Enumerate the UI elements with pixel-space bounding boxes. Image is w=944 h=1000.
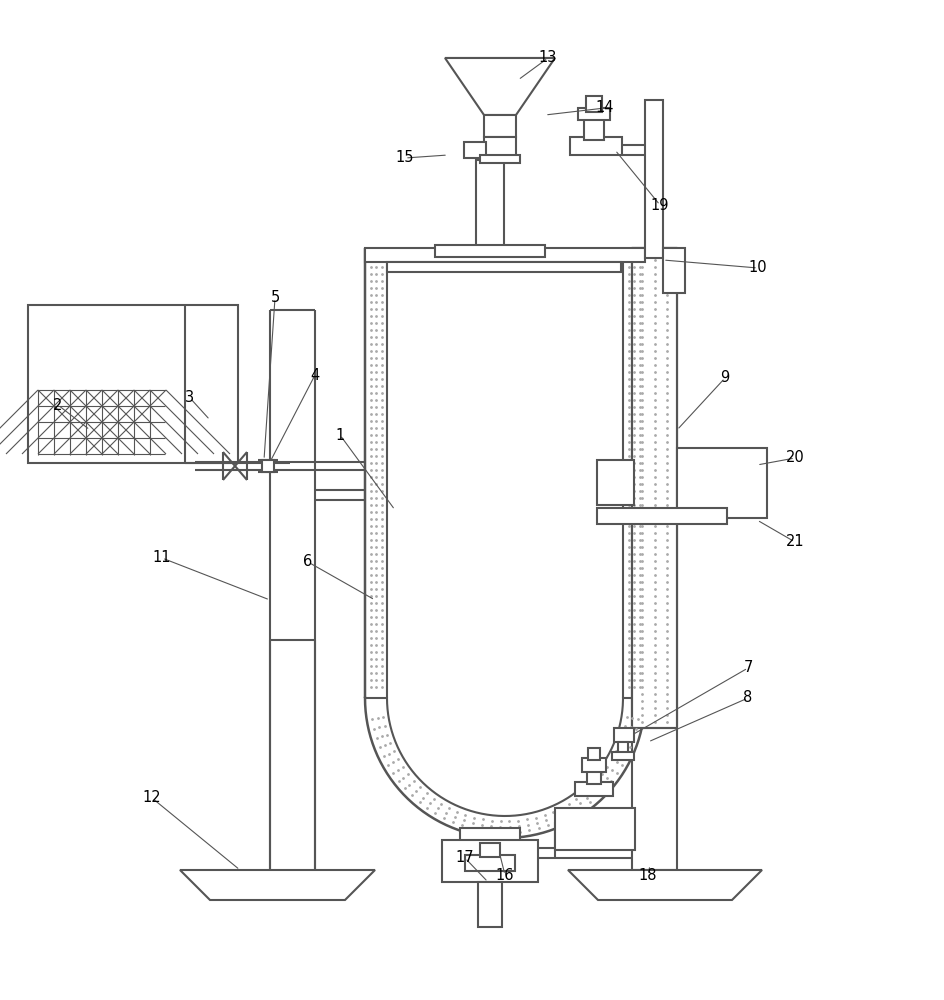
Bar <box>663 248 685 293</box>
Text: 10: 10 <box>749 260 767 275</box>
Text: 14: 14 <box>596 101 615 115</box>
Text: 6: 6 <box>303 554 312 570</box>
Polygon shape <box>445 58 555 115</box>
Text: 7: 7 <box>743 660 752 676</box>
Bar <box>465 855 515 871</box>
Bar <box>570 137 622 155</box>
Bar <box>587 770 601 784</box>
Bar <box>435 245 545 257</box>
Text: 18: 18 <box>639 867 657 882</box>
Bar <box>478 882 502 927</box>
Polygon shape <box>568 870 762 900</box>
Text: 13: 13 <box>539 50 557 66</box>
Bar <box>28 305 238 463</box>
Text: 20: 20 <box>785 450 804 466</box>
Text: 8: 8 <box>743 690 752 706</box>
Text: 4: 4 <box>311 367 320 382</box>
Bar <box>442 840 538 882</box>
Bar <box>262 460 274 472</box>
Bar <box>575 782 613 796</box>
Bar <box>586 96 602 112</box>
Bar <box>632 248 677 728</box>
Bar <box>484 137 516 159</box>
Text: 5: 5 <box>270 290 279 306</box>
Bar <box>387 262 621 272</box>
Text: 19: 19 <box>650 198 669 213</box>
Bar <box>578 108 610 120</box>
Bar <box>588 748 600 760</box>
Bar <box>464 142 486 158</box>
Text: 17: 17 <box>456 850 474 865</box>
Text: 21: 21 <box>785 534 804 550</box>
Bar <box>677 448 767 518</box>
Bar <box>614 728 634 742</box>
Bar <box>645 100 663 258</box>
Bar <box>584 118 604 140</box>
Text: 11: 11 <box>153 550 171 566</box>
Bar <box>480 155 520 163</box>
Bar <box>476 160 504 248</box>
Bar <box>365 248 645 262</box>
Text: 15: 15 <box>396 150 414 165</box>
Bar <box>555 808 635 850</box>
Text: 2: 2 <box>53 397 62 412</box>
Text: 1: 1 <box>335 428 345 442</box>
Text: 3: 3 <box>185 390 194 406</box>
Bar <box>484 115 516 137</box>
Bar <box>618 742 628 754</box>
Text: 12: 12 <box>143 790 161 806</box>
Bar <box>460 828 520 842</box>
Bar <box>480 843 500 857</box>
Text: 9: 9 <box>720 370 730 385</box>
Text: 16: 16 <box>496 867 514 882</box>
Bar <box>582 758 606 772</box>
Bar <box>597 508 727 524</box>
Bar <box>597 460 634 505</box>
Polygon shape <box>180 870 375 900</box>
Bar <box>612 752 634 760</box>
